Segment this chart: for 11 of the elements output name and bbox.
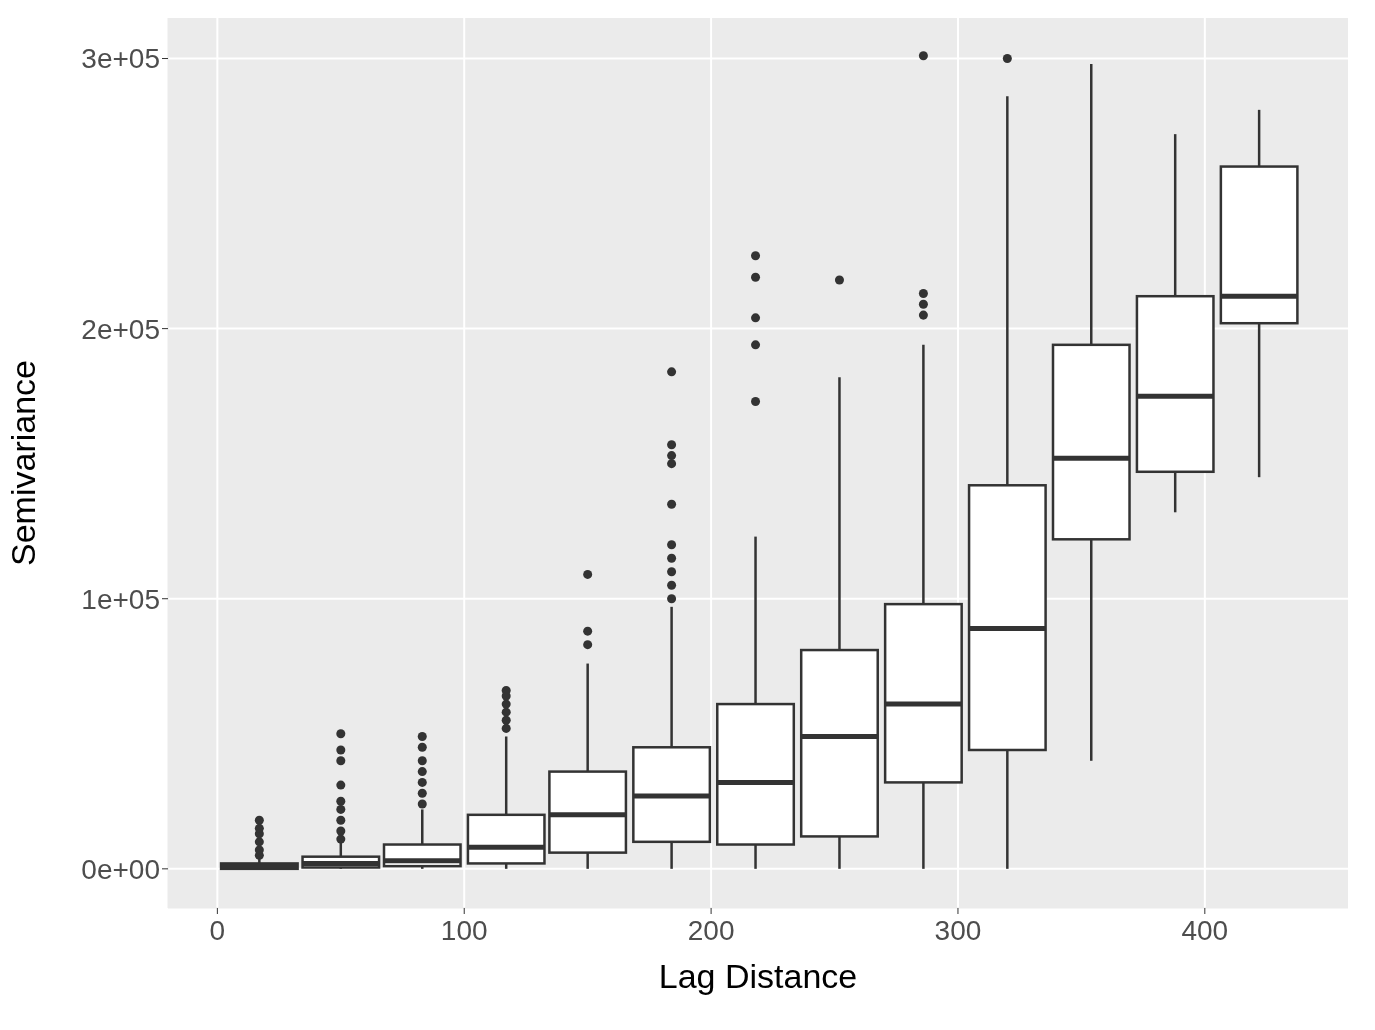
x-axis-title: Lag Distance [658,957,858,995]
y-tick-label: 0e+00 [81,853,160,885]
x-tick-label: 100 [440,914,488,946]
y-tick-label: 3e+05 [81,43,160,75]
x-tick-label: 200 [687,914,735,946]
x-tick-label: 300 [934,914,982,946]
y-tick-label: 2e+05 [81,313,160,345]
y-tick-label: 1e+05 [81,583,160,615]
y-axis-title: Semivariance [4,360,43,566]
x-tick-label: 400 [1181,914,1229,946]
x-tick-label: 0 [209,914,226,946]
